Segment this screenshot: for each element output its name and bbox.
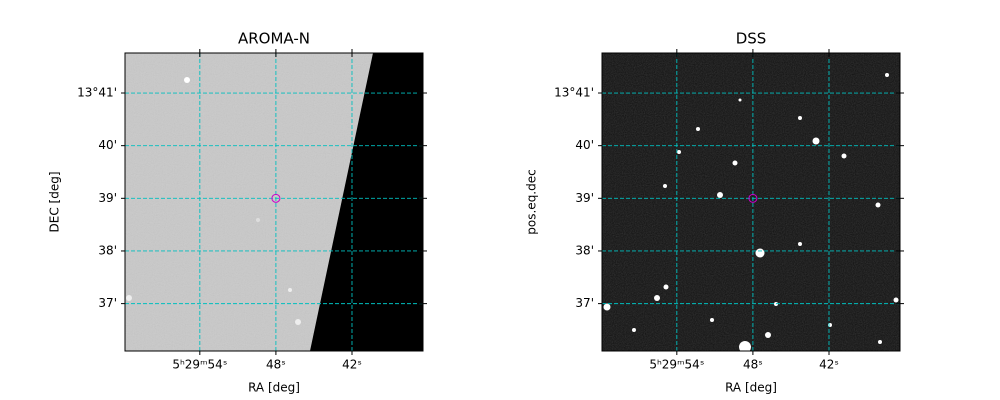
panel-title: DSS	[736, 30, 767, 48]
x-tick-label: 48ˢ	[266, 358, 286, 372]
y-tick-label: 40'	[575, 138, 594, 152]
axes-frame	[601, 52, 901, 352]
y-tick-label: 13°41'	[77, 86, 117, 100]
y-tick-label: 38'	[575, 243, 594, 257]
y-tick-label: 37'	[98, 296, 117, 310]
x-tick-label: 42ˢ	[342, 358, 362, 372]
target-marker	[271, 193, 281, 203]
y-tick-label: 13°41'	[554, 86, 594, 100]
axes-frame	[124, 52, 424, 352]
y-tick-label: 40'	[98, 138, 117, 152]
y-axis-label: pos.eq.dec	[525, 169, 539, 234]
x-axis-label: RA [deg]	[725, 381, 777, 395]
target-marker	[748, 193, 758, 203]
x-tick-label: 5ʰ29ᵐ54ˢ	[649, 358, 704, 372]
y-axis-label: DEC [deg]	[48, 172, 62, 233]
y-tick-label: 39'	[98, 191, 117, 205]
panel-title: AROMA-N	[238, 30, 310, 48]
y-tick-label: 37'	[575, 296, 594, 310]
image-dss	[602, 53, 900, 353]
y-tick-label: 38'	[98, 243, 117, 257]
x-tick-label: 5ʰ29ᵐ54ˢ	[172, 358, 227, 372]
x-tick-label: 42ˢ	[819, 358, 839, 372]
x-axis-label: RA [deg]	[248, 381, 300, 395]
x-tick-label: 48ˢ	[743, 358, 763, 372]
y-tick-label: 39'	[575, 191, 594, 205]
